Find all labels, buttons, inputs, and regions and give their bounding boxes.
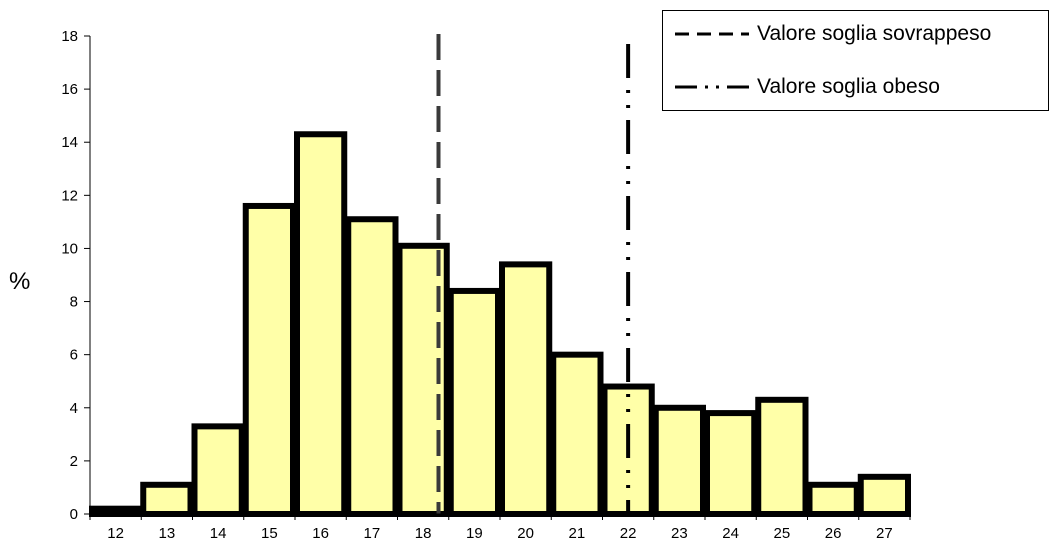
y-tick-label: 6 xyxy=(70,347,78,364)
bars-group xyxy=(89,131,911,518)
y-tick-label: 4 xyxy=(70,400,78,417)
x-tick-label: 22 xyxy=(620,525,637,541)
x-tick-label: 18 xyxy=(415,525,432,541)
bar-25 xyxy=(755,396,809,517)
y-tick-label: 16 xyxy=(61,81,78,98)
x-tick-label: 21 xyxy=(569,525,586,541)
chart-legend: Valore soglia sovrappeso Valore soglia o… xyxy=(662,10,1049,111)
x-tick-label: 20 xyxy=(517,525,534,541)
bar-26 xyxy=(806,481,860,517)
x-tick-label: 23 xyxy=(671,525,688,541)
bar-16 xyxy=(294,131,348,517)
x-tick-label: 27 xyxy=(876,525,893,541)
y-tick-label: 2 xyxy=(70,453,78,470)
legend-item-sovrappeso: Valore soglia sovrappeso xyxy=(673,19,991,49)
bar-19 xyxy=(447,287,501,517)
y-tick-label: 8 xyxy=(70,294,78,311)
x-tick-label: 12 xyxy=(107,525,124,541)
x-axis-ticks: 12 13 14 15 16 17 18 19 20 21 22 23 24 25 26 27 xyxy=(89,514,911,541)
x-tick-label: 26 xyxy=(825,525,842,541)
x-tick-label: 14 xyxy=(210,525,227,541)
legend-label-obeso: Valore soglia obeso xyxy=(757,75,940,98)
y-tick-label: 0 xyxy=(70,506,78,523)
x-tick-label: 16 xyxy=(312,525,329,541)
dashed-line-swatch xyxy=(675,32,749,36)
legend-item-obeso: Valore soglia obeso xyxy=(673,72,940,102)
x-tick-label: 15 xyxy=(261,525,278,541)
y-axis-ticks: 0 2 4 6 8 10 12 14 16 18 xyxy=(61,28,90,523)
x-tick-label: 24 xyxy=(722,525,739,541)
bar-23 xyxy=(652,404,706,517)
y-tick-label: 18 xyxy=(61,28,78,45)
bar-14 xyxy=(191,423,245,517)
y-tick-label: 10 xyxy=(61,240,78,257)
bar-27 xyxy=(857,473,911,518)
y-axis-label: % xyxy=(9,268,31,295)
x-tick-label: 19 xyxy=(466,525,483,541)
bar-15 xyxy=(242,202,296,517)
y-tick-label: 12 xyxy=(61,187,78,204)
bar-24 xyxy=(704,410,758,518)
bar-17 xyxy=(345,216,399,517)
bar-21 xyxy=(550,351,604,517)
threshold-lines xyxy=(436,34,631,514)
x-tick-label: 25 xyxy=(774,525,791,541)
bar-20 xyxy=(499,261,553,517)
x-tick-label: 13 xyxy=(159,525,176,541)
bar-13 xyxy=(140,481,194,517)
dash-dot-dot-line-swatch xyxy=(675,85,749,89)
bar-12 xyxy=(89,505,143,518)
y-tick-label: 14 xyxy=(61,134,78,151)
legend-label-sovrappeso: Valore soglia sovrappeso xyxy=(757,22,992,45)
x-tick-label: 17 xyxy=(364,525,381,541)
